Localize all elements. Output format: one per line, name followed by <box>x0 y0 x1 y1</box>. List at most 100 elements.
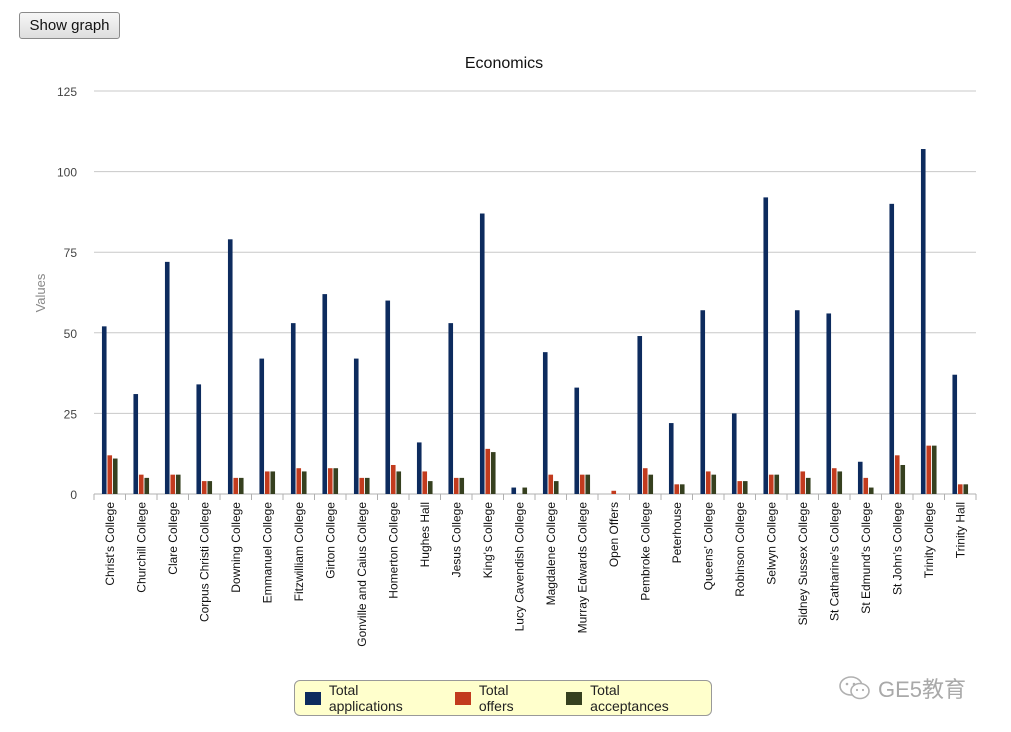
bar[interactable] <box>963 484 969 494</box>
bar[interactable] <box>448 323 454 494</box>
y-tick-label: 25 <box>64 407 78 421</box>
bar[interactable] <box>264 471 270 494</box>
x-tick-label: Corpus Christi College <box>197 502 211 622</box>
bar[interactable] <box>611 490 617 494</box>
bar[interactable] <box>296 468 302 494</box>
bar[interactable] <box>227 239 233 494</box>
watermark: GE5教育 <box>838 674 966 702</box>
bar[interactable] <box>931 445 937 494</box>
legend-item-applications[interactable]: Total applications <box>305 682 435 714</box>
bar[interactable] <box>800 471 806 494</box>
bar[interactable] <box>427 481 433 494</box>
bar[interactable] <box>863 477 869 494</box>
bar[interactable] <box>585 474 591 494</box>
bar[interactable] <box>794 310 800 494</box>
bar[interactable] <box>422 471 428 494</box>
bar[interactable] <box>322 294 328 494</box>
bar[interactable] <box>548 474 554 494</box>
bar[interactable] <box>711 474 717 494</box>
bar[interactable] <box>768 474 774 494</box>
bar[interactable] <box>889 203 895 494</box>
bar[interactable] <box>170 474 176 494</box>
bar[interactable] <box>175 474 181 494</box>
x-tick-label: Churchill College <box>134 502 148 593</box>
bar[interactable] <box>648 474 654 494</box>
x-tick-label: Homerton College <box>386 502 400 599</box>
bar[interactable] <box>774 474 780 494</box>
bar[interactable] <box>926 445 932 494</box>
legend-item-acceptances[interactable]: Total acceptances <box>566 682 701 714</box>
bar[interactable] <box>553 481 559 494</box>
bar[interactable] <box>957 484 963 494</box>
bar[interactable] <box>301 471 307 494</box>
bar[interactable] <box>479 213 485 494</box>
bar[interactable] <box>579 474 585 494</box>
bar[interactable] <box>894 455 900 494</box>
bar[interactable] <box>107 455 113 494</box>
bar[interactable] <box>705 471 711 494</box>
bar[interactable] <box>952 374 958 494</box>
bar[interactable] <box>700 310 706 494</box>
bar[interactable] <box>737 481 743 494</box>
bar[interactable] <box>459 477 465 494</box>
wechat-icon <box>839 676 870 700</box>
legend-swatch-offers <box>455 691 471 705</box>
bar[interactable] <box>485 448 491 494</box>
bar[interactable] <box>642 468 648 494</box>
bar[interactable] <box>731 413 737 494</box>
bar[interactable] <box>201 481 207 494</box>
bar[interactable] <box>144 477 150 494</box>
bar[interactable] <box>857 461 863 494</box>
bar[interactable] <box>490 452 496 494</box>
bar[interactable] <box>333 468 339 494</box>
bar[interactable] <box>637 336 643 494</box>
bar[interactable] <box>674 484 680 494</box>
bars <box>101 149 969 495</box>
bar[interactable] <box>900 464 906 494</box>
bar[interactable] <box>196 384 202 494</box>
bar[interactable] <box>270 471 276 494</box>
bar[interactable] <box>353 358 359 494</box>
bar[interactable] <box>920 149 926 495</box>
bar[interactable] <box>390 464 396 494</box>
bar[interactable] <box>679 484 685 494</box>
bar[interactable] <box>133 394 139 494</box>
bar[interactable] <box>763 197 769 494</box>
bar[interactable] <box>207 481 213 494</box>
bar[interactable] <box>101 326 107 494</box>
bar[interactable] <box>259 358 265 494</box>
x-tick-label: Jesus College <box>449 502 463 578</box>
bar[interactable] <box>868 487 874 494</box>
bar[interactable] <box>164 261 170 494</box>
bar[interactable] <box>522 487 528 494</box>
bar[interactable] <box>238 477 244 494</box>
bar[interactable] <box>290 323 296 494</box>
bar[interactable] <box>453 477 459 494</box>
bar[interactable] <box>364 477 370 494</box>
bar[interactable] <box>511 487 517 494</box>
legend-item-offers[interactable]: Total offers <box>455 682 546 714</box>
bar[interactable] <box>805 477 811 494</box>
bar[interactable] <box>416 442 422 494</box>
bar[interactable] <box>327 468 333 494</box>
bar[interactable] <box>837 471 843 494</box>
show-graph-button[interactable]: Show graph <box>19 12 120 39</box>
bar[interactable] <box>542 352 548 494</box>
x-tick-label: Emmanuel College <box>260 502 274 604</box>
legend-label-applications: Total applications <box>328 682 403 714</box>
bar[interactable] <box>138 474 144 494</box>
bar[interactable] <box>396 471 402 494</box>
legend-label-offers: Total offers <box>478 682 514 714</box>
bar[interactable] <box>385 300 391 494</box>
bar[interactable] <box>233 477 239 494</box>
grid-lines <box>93 90 977 500</box>
x-tick-label: St John's College <box>890 502 904 595</box>
bar[interactable] <box>668 423 674 494</box>
bar[interactable] <box>742 481 748 494</box>
bar[interactable] <box>574 387 580 494</box>
bar[interactable] <box>831 468 837 494</box>
bar[interactable] <box>112 458 118 494</box>
bar[interactable] <box>826 313 832 494</box>
bar[interactable] <box>359 477 365 494</box>
